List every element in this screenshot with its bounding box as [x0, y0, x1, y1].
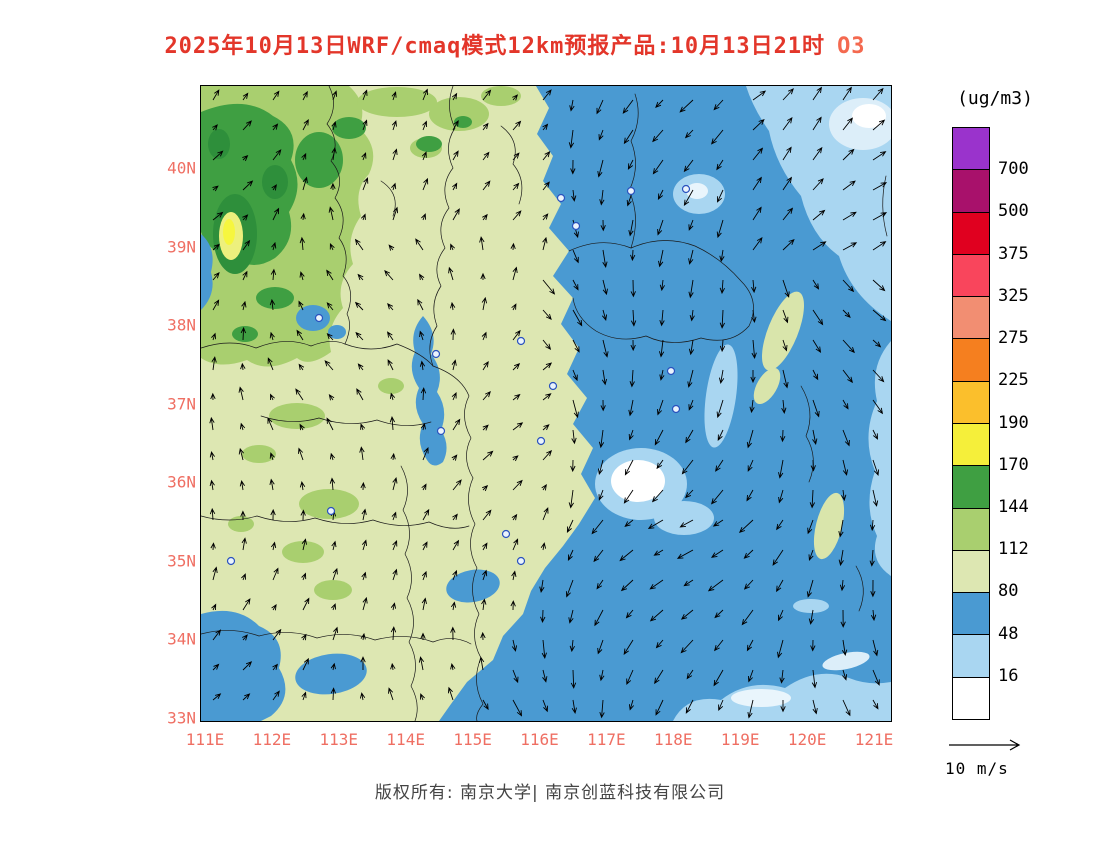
colorbar-band: [953, 593, 989, 636]
lon-label: 121E: [854, 730, 894, 749]
colorbar-band: [953, 677, 989, 719]
city-marker-icon: [431, 349, 441, 359]
colorbar-band: [953, 212, 989, 255]
wind-reference-arrow-icon: [949, 739, 1021, 751]
colorbar-band: [953, 128, 989, 171]
lon-label: 119E: [720, 730, 760, 749]
colorbar-band: [953, 423, 989, 467]
city-marker-icon: [326, 506, 336, 516]
wind-arrows: [209, 86, 888, 719]
lat-label: 39N: [167, 237, 196, 257]
lon-label: 118E: [654, 730, 693, 749]
lon-label: 116E: [520, 730, 559, 749]
colorbar-band: [953, 635, 989, 678]
colorbar-labels: 700 500 375 325 275 225 190 170 144 112 80 48 16: [998, 127, 1068, 718]
city-marker-icon: [681, 184, 691, 194]
title-text: 2025年10月13日WRF/cmaq模式12km预报产品:10月13日21时: [164, 34, 826, 59]
title-species: O3: [837, 34, 866, 59]
city-marker-icon: [626, 186, 636, 196]
colorbar-level-label: 700: [998, 159, 1029, 180]
lat-label: 40N: [167, 158, 196, 178]
colorbar-level-label: 375: [998, 243, 1029, 264]
colorbar-band: [953, 339, 989, 382]
city-marker-icon: [516, 336, 526, 346]
lon-label: 114E: [386, 730, 425, 749]
map-canvas: [200, 85, 892, 722]
city-marker-icon: [436, 426, 446, 436]
colorbar-band: [953, 508, 989, 551]
city-marker-icon: [501, 529, 511, 539]
lat-label: 35N: [167, 551, 196, 571]
lon-label: 112E: [252, 730, 292, 749]
copyright-text: 版权所有: 南京大学| 南京创蓝科技有限公司: [374, 783, 726, 803]
province-borders: [201, 86, 888, 721]
lon-label: 113E: [319, 730, 359, 749]
city-marker-icon: [666, 366, 676, 376]
city-marker-icon: [536, 436, 546, 446]
lat-label: 38N: [167, 315, 196, 335]
colorbar-band: [953, 170, 989, 213]
colorbar-level-label: 275: [998, 328, 1029, 349]
lon-label: 117E: [587, 730, 626, 749]
colorbar-level-label: 500: [998, 201, 1029, 222]
colorbar-band: [953, 550, 989, 594]
city-marker-icon: [556, 193, 566, 203]
colorbar-level-label: 48: [998, 623, 1019, 644]
colorbar-level-label: 16: [998, 665, 1019, 686]
colorbar-band: [953, 466, 989, 509]
sea-region: [439, 86, 891, 721]
colorbar-unit-label: (ug/m3): [957, 88, 1033, 109]
lon-label: 120E: [787, 730, 827, 749]
colorbar-level-label: 80: [998, 581, 1019, 602]
colorbar-level-label: 225: [998, 370, 1029, 391]
page-title: 2025年10月13日WRF/cmaq模式12km预报产品:10月13日21时 O…: [0, 28, 1030, 60]
colorbar-band: [953, 297, 989, 340]
inland-blue-patches: [201, 234, 500, 721]
colorbar-level-label: 112: [998, 539, 1029, 560]
lon-label: 115E: [453, 730, 492, 749]
colorbar-band: [953, 254, 989, 298]
city-marker-icon: [548, 381, 558, 391]
lat-label: 36N: [167, 472, 196, 492]
city-marker-icon: [226, 556, 236, 566]
city-marker-icon: [671, 404, 681, 414]
wind-legend-label: 10 m/s: [945, 759, 1009, 778]
colorbar: [952, 127, 990, 720]
station-markers: [226, 184, 691, 566]
colorbar-level-label: 144: [998, 496, 1029, 517]
colorbar-level-label: 325: [998, 285, 1029, 306]
city-marker-icon: [571, 221, 581, 231]
map-svg: [201, 86, 891, 721]
lon-label: 111E: [185, 730, 225, 749]
lat-label: 34N: [167, 629, 196, 649]
colorbar-level-label: 190: [998, 412, 1029, 433]
colorbar-level-label: 170: [998, 454, 1029, 475]
city-marker-icon: [314, 313, 324, 323]
city-marker-icon: [516, 556, 526, 566]
wind-legend: 10 m/s: [945, 736, 1045, 778]
lat-label: 37N: [167, 394, 196, 414]
lat-label: 33N: [167, 708, 196, 728]
colorbar-band: [953, 381, 989, 424]
